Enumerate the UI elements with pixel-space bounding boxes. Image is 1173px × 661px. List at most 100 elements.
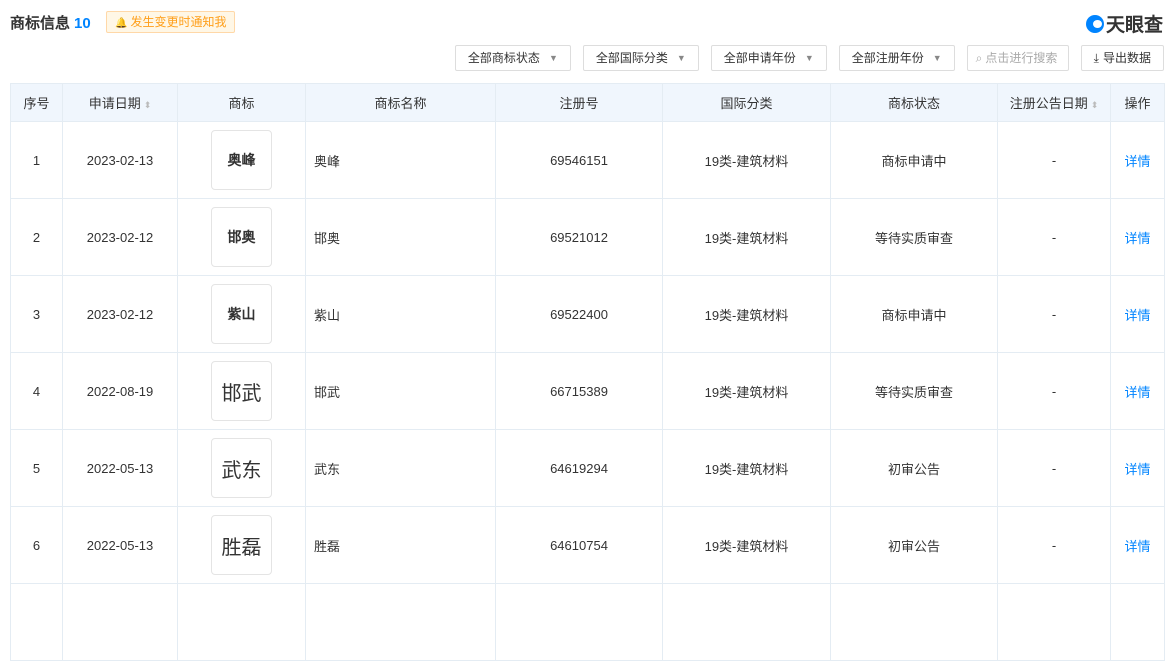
download-icon: ⤓ bbox=[1093, 51, 1099, 65]
search-icon: ⌕ bbox=[975, 51, 983, 65]
export-button[interactable]: ⤓ 导出数据 bbox=[1080, 45, 1164, 71]
pub-date: - bbox=[997, 198, 1111, 276]
trademark-image[interactable]: 紫山 bbox=[211, 284, 272, 344]
trademark-name: 紫山 bbox=[305, 275, 496, 353]
detail-link[interactable]: 详情 bbox=[1124, 230, 1151, 246]
detail-link[interactable]: 详情 bbox=[1124, 538, 1151, 554]
trademark-image[interactable]: 奥峰 bbox=[211, 130, 272, 190]
section-title: 商标信息 10 bbox=[10, 12, 91, 33]
trademark-image[interactable]: 邯武 bbox=[211, 361, 272, 421]
reg-no: 69522400 bbox=[495, 275, 663, 353]
row-no: 5 bbox=[10, 429, 63, 507]
title-text: 商标信息 bbox=[10, 15, 71, 32]
apply-year-label: 全部申请年份 bbox=[723, 51, 796, 65]
col-name: 商标名称 bbox=[305, 83, 496, 122]
col-action: 操作 bbox=[1110, 83, 1165, 122]
trademark-status: 初审公告 bbox=[830, 506, 998, 584]
table-header: 序号 申请日期 ⬍ 商标 商标名称 注册号 国际分类 商标状态 注册公告日期 ⬍ 操… bbox=[10, 83, 1165, 122]
intl-class-filter[interactable]: 全部国际分类 ▼ bbox=[582, 45, 699, 71]
sort-icon[interactable]: ⬍ bbox=[143, 100, 152, 110]
intl-class: 19类-建筑材料 bbox=[662, 275, 831, 353]
mark-cell: 奥峰 bbox=[177, 121, 306, 199]
col-status: 商标状态 bbox=[830, 83, 998, 122]
mark-cell: 邯武 bbox=[177, 352, 306, 430]
pub-date: - bbox=[997, 275, 1111, 353]
trademark-status: 商标申请中 bbox=[830, 121, 998, 199]
action-cell: 详情 bbox=[1110, 429, 1165, 507]
apply-date: 2023-02-13 bbox=[62, 121, 178, 199]
reg-no: 64619294 bbox=[495, 429, 663, 507]
reg-no: 69521012 bbox=[495, 198, 663, 276]
caret-down-icon: ▼ bbox=[676, 53, 686, 63]
table-row: 2 2023-02-12 邯奥 邯奥 69521012 19类-建筑材料 等待实… bbox=[10, 198, 1165, 276]
trademark-name: 奥峰 bbox=[305, 121, 496, 199]
logo: 天眼查 bbox=[1085, 10, 1163, 37]
trademark-status: 等待实质审查 bbox=[830, 352, 998, 430]
reg-no: 69546151 bbox=[495, 121, 663, 199]
col-mark: 商标 bbox=[177, 83, 306, 122]
trademark-count: 10 bbox=[74, 15, 91, 32]
col-apply-date[interactable]: 申请日期 ⬍ bbox=[62, 83, 178, 122]
row-no: 3 bbox=[10, 275, 63, 353]
pub-date: - bbox=[997, 121, 1111, 199]
sort-icon[interactable]: ⬍ bbox=[1090, 100, 1099, 110]
pub-date: - bbox=[997, 429, 1111, 507]
trademark-name: 邯奥 bbox=[305, 198, 496, 276]
logo-icon bbox=[1085, 14, 1104, 33]
reg-year-filter[interactable]: 全部注册年份 ▼ bbox=[838, 45, 955, 71]
detail-link[interactable]: 详情 bbox=[1124, 153, 1151, 169]
logo-text: 天眼查 bbox=[1105, 15, 1163, 36]
trademark-image[interactable]: 武东 bbox=[211, 438, 272, 498]
col-pub-date[interactable]: 注册公告日期 ⬍ bbox=[997, 83, 1111, 122]
status-filter[interactable]: 全部商标状态 ▼ bbox=[454, 45, 571, 71]
caret-down-icon: ▼ bbox=[548, 53, 558, 63]
action-cell: 详情 bbox=[1110, 121, 1165, 199]
trademark-name: 邯武 bbox=[305, 352, 496, 430]
intl-class: 19类-建筑材料 bbox=[662, 506, 831, 584]
notify-label: 发生变更时通知我 bbox=[130, 15, 227, 29]
pub-date: - bbox=[997, 352, 1111, 430]
intl-class: 19类-建筑材料 bbox=[662, 352, 831, 430]
trademark-name: 武东 bbox=[305, 429, 496, 507]
apply-year-filter[interactable]: 全部申请年份 ▼ bbox=[710, 45, 827, 71]
col-intl-class: 国际分类 bbox=[662, 83, 831, 122]
trademark-status: 等待实质审查 bbox=[830, 198, 998, 276]
action-cell: 详情 bbox=[1110, 506, 1165, 584]
detail-link[interactable]: 详情 bbox=[1124, 461, 1151, 477]
row-no: 4 bbox=[10, 352, 63, 430]
trademark-image[interactable]: 邯奥 bbox=[211, 207, 272, 267]
table-row: 6 2022-05-13 胜磊 胜磊 64610754 19类-建筑材料 初审公… bbox=[10, 506, 1165, 584]
status-filter-label: 全部商标状态 bbox=[467, 51, 540, 65]
col-reg-no: 注册号 bbox=[495, 83, 663, 122]
reg-no: 64610754 bbox=[495, 506, 663, 584]
search-input[interactable]: ⌕ 点击进行搜索 bbox=[966, 45, 1069, 71]
mark-cell: 邯奥 bbox=[177, 198, 306, 276]
filter-bar: 全部商标状态 ▼ 全部国际分类 ▼ 全部申请年份 ▼ 全部注册年份 ▼ ⌕ 点击进行搜索 … bbox=[454, 45, 1164, 71]
reg-year-label: 全部注册年份 bbox=[851, 51, 924, 65]
search-placeholder: 点击进行搜索 bbox=[985, 51, 1058, 65]
trademark-status: 商标申请中 bbox=[830, 275, 998, 353]
table-row: 4 2022-08-19 邯武 邯武 66715389 19类-建筑材料 等待实… bbox=[10, 352, 1165, 430]
trademark-image[interactable]: 胜磊 bbox=[211, 515, 272, 575]
table-row bbox=[10, 583, 1165, 661]
intl-class: 19类-建筑材料 bbox=[662, 121, 831, 199]
row-no: 2 bbox=[10, 198, 63, 276]
apply-date: 2022-08-19 bbox=[62, 352, 178, 430]
reg-no: 66715389 bbox=[495, 352, 663, 430]
detail-link[interactable]: 详情 bbox=[1124, 384, 1151, 400]
apply-date: 2023-02-12 bbox=[62, 198, 178, 276]
trademark-name: 胜磊 bbox=[305, 506, 496, 584]
trademark-table: 序号 申请日期 ⬍ 商标 商标名称 注册号 国际分类 商标状态 注册公告日期 ⬍ 操… bbox=[10, 83, 1165, 661]
intl-class: 19类-建筑材料 bbox=[662, 198, 831, 276]
action-cell: 详情 bbox=[1110, 352, 1165, 430]
detail-link[interactable]: 详情 bbox=[1124, 307, 1151, 323]
mark-cell: 武东 bbox=[177, 429, 306, 507]
intl-filter-label: 全部国际分类 bbox=[595, 51, 668, 65]
table-row: 3 2023-02-12 紫山 紫山 69522400 19类-建筑材料 商标申… bbox=[10, 275, 1165, 353]
notify-button[interactable]: 🔔 发生变更时通知我 bbox=[106, 11, 236, 33]
row-no: 1 bbox=[10, 121, 63, 199]
apply-date: 2022-05-13 bbox=[62, 506, 178, 584]
intl-class: 19类-建筑材料 bbox=[662, 429, 831, 507]
mark-cell: 紫山 bbox=[177, 275, 306, 353]
col-no: 序号 bbox=[10, 83, 63, 122]
